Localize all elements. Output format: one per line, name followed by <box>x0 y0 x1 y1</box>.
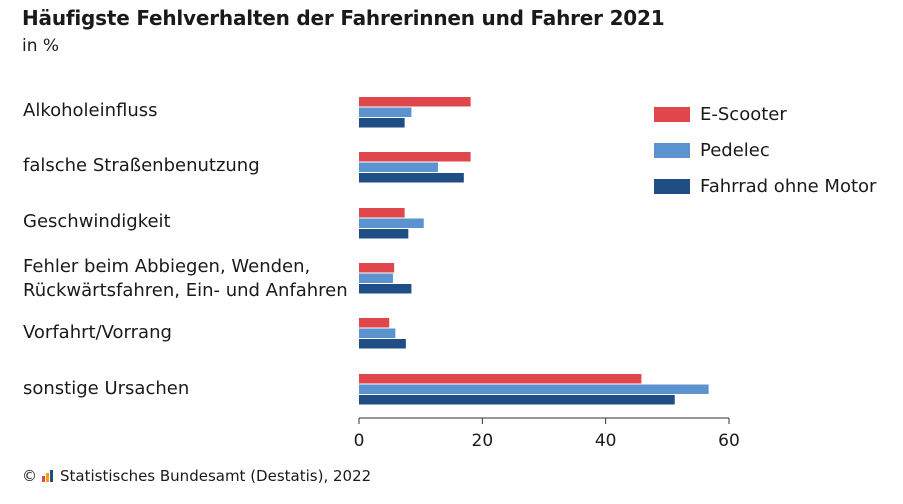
bar-fahrrad-ohne-motor-1 <box>359 173 464 183</box>
category-label: Vorfahrt/Vorrang <box>23 321 172 345</box>
bar-pedelec-1 <box>359 162 438 172</box>
bar-fahrrad-ohne-motor-2 <box>359 229 409 239</box>
category-label-line: Alkoholeinfluss <box>23 100 158 121</box>
bar-pedelec-3 <box>359 273 393 283</box>
legend-swatch <box>654 142 690 158</box>
bar-fahrrad-ohne-motor-3 <box>359 284 412 294</box>
x-tick-label: 40 <box>595 431 617 451</box>
legend: E-Scooter Pedelec Fahrrad ohne Motor <box>654 96 876 204</box>
category-label: falsche Straßenbenutzung <box>23 154 260 178</box>
bar-e-scooter-4 <box>359 318 390 328</box>
x-tick-label: 60 <box>718 431 740 451</box>
legend-item: E-Scooter <box>654 96 876 132</box>
bar-e-scooter-3 <box>359 263 395 273</box>
logo-bar <box>46 473 49 482</box>
category-label: Alkoholeinfluss <box>23 99 158 123</box>
legend-swatch <box>654 106 690 122</box>
category-label-line: Vorfahrt/Vorrang <box>23 322 172 343</box>
legend-item: Fahrrad ohne Motor <box>654 168 876 204</box>
x-tick-label: 20 <box>472 431 494 451</box>
legend-swatch <box>654 178 690 194</box>
bar-e-scooter-1 <box>359 152 471 162</box>
bar-pedelec-0 <box>359 107 412 117</box>
category-label: Fehler beim Abbiegen, Wenden, Rückwärtsfa… <box>23 255 348 303</box>
source-text: Statistisches Bundesamt (Destatis), 2022 <box>60 467 372 485</box>
bar-fahrrad-ohne-motor-5 <box>359 395 675 405</box>
bar-pedelec-4 <box>359 328 396 338</box>
legend-item: Pedelec <box>654 132 876 168</box>
destatis-logo-icon <box>42 470 54 482</box>
bar-pedelec-5 <box>359 384 709 394</box>
bar-e-scooter-0 <box>359 97 471 107</box>
category-label: Geschwindigkeit <box>23 210 171 234</box>
category-label: sonstige Ursachen <box>23 377 189 401</box>
category-label-line: sonstige Ursachen <box>23 378 190 399</box>
logo-bar <box>50 470 53 482</box>
legend-label: Fahrrad ohne Motor <box>700 175 877 197</box>
copyright-symbol: © <box>22 467 37 485</box>
chart-title: Häufigste Fehlverhalten der Fahrerinnen … <box>22 6 665 30</box>
bar-pedelec-2 <box>359 218 424 228</box>
bar-e-scooter-2 <box>359 208 405 218</box>
legend-label: Pedelec <box>700 139 770 161</box>
category-label-line: Rückwärtsfahren, Ein- und Anfahren <box>23 280 348 301</box>
bar-e-scooter-5 <box>359 374 642 384</box>
bar-fahrrad-ohne-motor-4 <box>359 339 406 349</box>
category-label-line: Geschwindigkeit <box>23 211 171 232</box>
footer: © Statistisches Bundesamt (Destatis), 20… <box>22 467 371 485</box>
logo-bar <box>42 476 45 482</box>
chart-subtitle: in % <box>22 36 60 56</box>
legend-label: E-Scooter <box>700 103 787 125</box>
x-tick-label: 0 <box>354 431 365 451</box>
category-label-line: Fehler beim Abbiegen, Wenden, <box>23 256 311 277</box>
bar-fahrrad-ohne-motor-0 <box>359 118 405 128</box>
category-label-line: falsche Straßenbenutzung <box>23 155 260 176</box>
